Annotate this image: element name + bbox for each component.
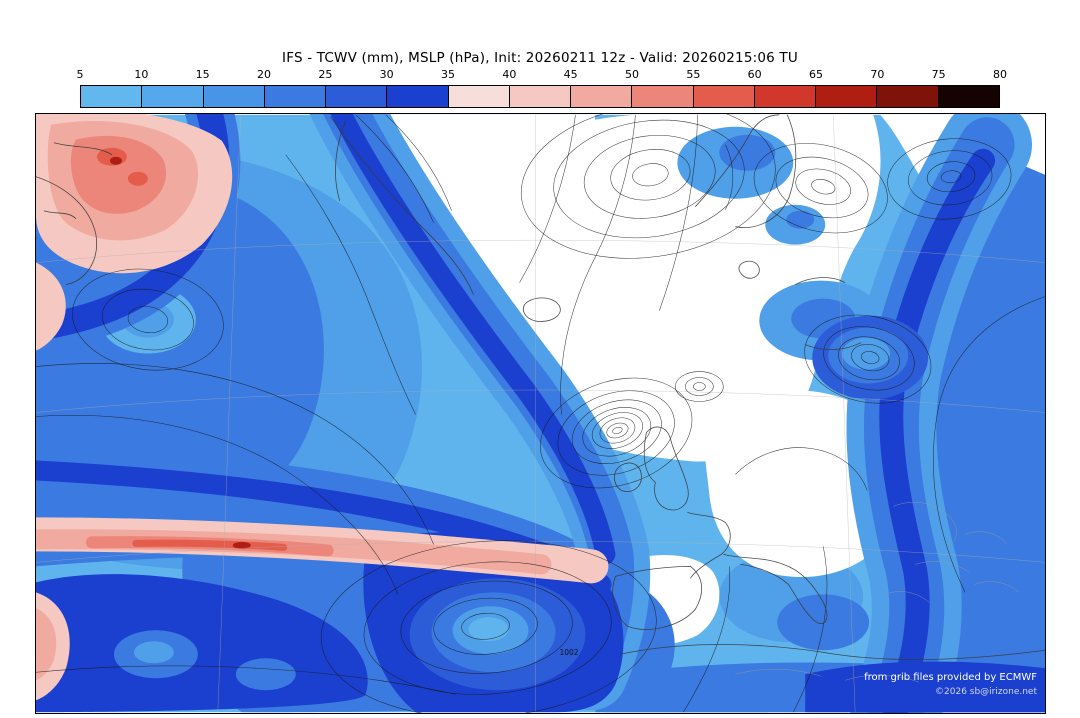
colorbar-tick: 50 (625, 68, 639, 81)
credit-provider: from grib files provided by ECMWF (864, 672, 1037, 684)
colorbar-segment (509, 86, 572, 107)
colorbar-tick: 15 (195, 68, 210, 81)
colorbar-segment (448, 86, 510, 107)
isobar-label: 1002 (559, 648, 578, 657)
weather-map: 1002 from grib files provided by ECMWF ©… (35, 113, 1046, 714)
map-canvas: 1002 (36, 114, 1045, 713)
colorbar-tick: 5 (76, 68, 84, 81)
colorbar-segment (938, 86, 999, 107)
colorbar-segment (264, 86, 327, 107)
colorbar-tick: 30 (379, 68, 394, 81)
colorbar-segment (877, 86, 939, 107)
colorbar-segment (693, 86, 755, 107)
tcwv-field (36, 114, 1045, 713)
credit-copyright: ©2026 sb@irizone.net (935, 686, 1037, 697)
colorbar-segment (81, 86, 143, 107)
coastlines (36, 114, 1045, 661)
colorbar-segment (326, 86, 388, 107)
colorbar-tick: 60 (747, 68, 762, 81)
colorbar-tick: 70 (870, 68, 885, 81)
colorbar-segment (632, 86, 694, 107)
colorbar-segment (816, 86, 878, 107)
colorbar (80, 85, 1000, 108)
colorbar-tick: 35 (441, 68, 455, 81)
colorbar-ticks: 5 10 15 20 25 30 35 40 45 50 55 60 65 70… (76, 68, 1008, 82)
colorbar-tick: 65 (809, 68, 823, 81)
colorbar-tick: 25 (318, 68, 333, 81)
colorbar-tick: 10 (134, 68, 149, 81)
colorbar-tick: 45 (563, 68, 578, 81)
colorbar-segment (754, 86, 817, 107)
page-title: IFS - TCWV (mm), MSLP (hPa), Init: 20260… (282, 50, 798, 66)
colorbar-segment (387, 86, 449, 107)
colorbar-tick: 80 (993, 68, 1007, 81)
colorbar-segment (571, 86, 633, 107)
colorbar-tick: 40 (502, 68, 517, 81)
colorbar-tick: 20 (257, 68, 271, 81)
map-credits: from grib files provided by ECMWF ©2026 … (864, 671, 1037, 699)
mslp-isobars: 1002 (36, 114, 1045, 713)
graticule-lines (36, 114, 1045, 713)
colorbar-tick: 55 (686, 68, 701, 81)
colorbar-segment (203, 86, 265, 107)
colorbar-tick: 75 (931, 68, 946, 81)
colorbar-segment (142, 86, 204, 107)
